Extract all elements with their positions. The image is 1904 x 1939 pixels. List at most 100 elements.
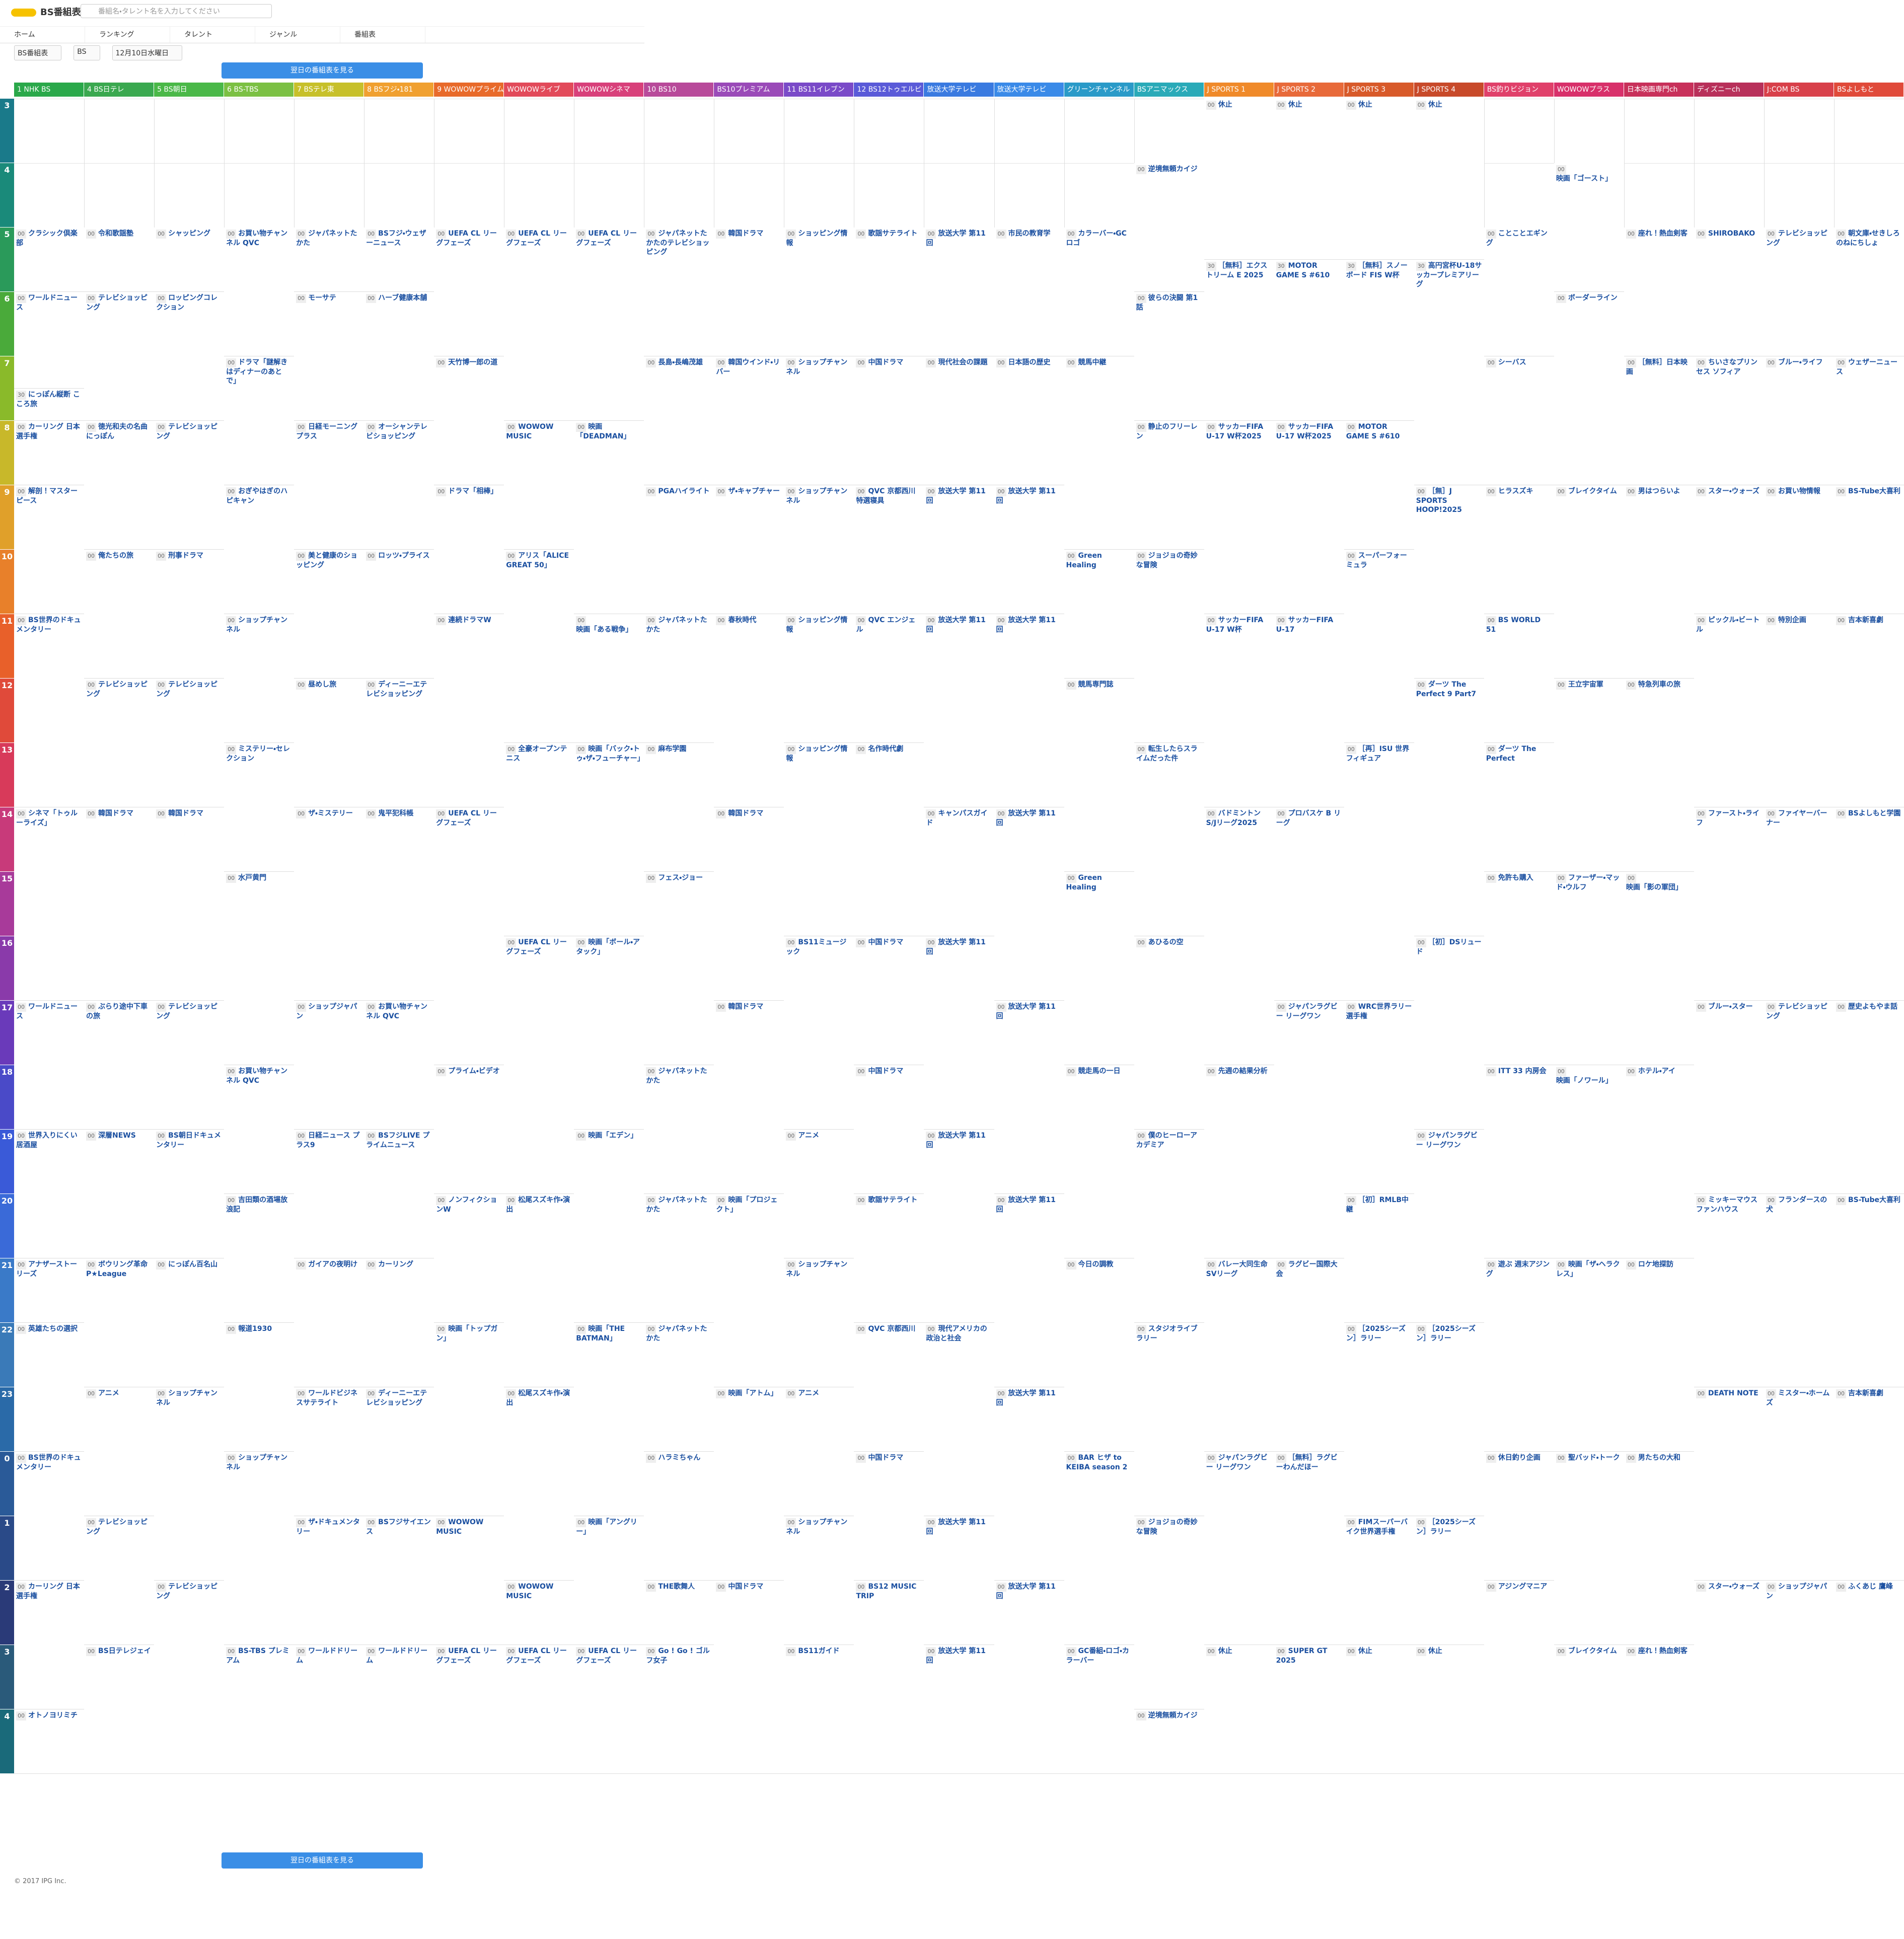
program-cell[interactable]: 30 ［無料］スノーボード FIS W杯	[1344, 260, 1414, 421]
program-cell[interactable]: 00 水戸黄門	[224, 872, 295, 1065]
program-cell[interactable]: 00 PGAハイライト	[644, 485, 714, 614]
program-title[interactable]: ホテル・アイ	[1638, 1067, 1675, 1075]
channel-name[interactable]: BSよしもと	[1834, 83, 1904, 97]
program-title[interactable]: 放送大学 第11回	[996, 1583, 1056, 1600]
program-cell[interactable]: 00 ショッピング情報	[784, 228, 854, 356]
program-cell[interactable]: 00 映画「バック・トゥ・ザ・フューチャー」	[574, 743, 644, 936]
channel-name[interactable]: 8 BSフジ・181	[364, 83, 434, 97]
program-cell[interactable]: 00 ボウリング革命 P★League	[84, 1258, 155, 1387]
program-cell[interactable]: 00映画「ノワール」	[1554, 1065, 1624, 1258]
program-cell[interactable]: 00映画「ゴースト」	[1554, 163, 1624, 292]
program-title[interactable]: BS11ミュージック	[786, 938, 847, 956]
program-cell[interactable]: 00 スタジオライブラリー	[1134, 1323, 1204, 1516]
program-title[interactable]: プライム・ビデオ	[448, 1067, 500, 1075]
program-title[interactable]: 放送大学 第11回	[996, 487, 1056, 505]
program-cell[interactable]: 00 WOWOW MUSIC	[504, 1581, 574, 1645]
program-title[interactable]: 放送大学 第11回	[926, 616, 986, 634]
program-cell[interactable]: 00 ［無料］日本映画	[1624, 356, 1694, 485]
program-title[interactable]: スター・ウォーズ	[1708, 1583, 1760, 1591]
program-title[interactable]: アリス「ALICE GREAT 50」	[506, 552, 569, 569]
program-title[interactable]: サッカーFIFA U-17	[1276, 616, 1334, 634]
program-title[interactable]: ミスター・ホームズ	[1766, 1389, 1830, 1407]
program-cell[interactable]: 00 ［初］DSリュード	[1414, 936, 1484, 1130]
program-cell[interactable]: 00 ディーニーエテレビショッピング	[364, 1387, 434, 1516]
program-cell[interactable]: 00 ［無］J SPORTS HOOP!2025	[1414, 485, 1484, 679]
program-cell[interactable]: 00 韓国ドラマ	[714, 807, 784, 1001]
program-title[interactable]: ミステリー・セレクション	[226, 745, 290, 763]
program-title[interactable]: 昼めし旅	[308, 681, 337, 689]
channel-name[interactable]: グリーンチャンネル	[1064, 83, 1134, 97]
program-cell[interactable]: 30 MOTOR GAME S #610	[1274, 260, 1344, 421]
program-cell[interactable]: 00 BS-Tube大喜利	[1834, 485, 1904, 614]
program-cell[interactable]: 00 日本語の歴史	[994, 356, 1064, 485]
program-cell[interactable]: 00 ディーニーエテレビショッピング	[364, 679, 434, 807]
program-cell[interactable]: 00 ロッツ・プライス	[364, 550, 434, 679]
program-title[interactable]: 令和歌謡塾	[98, 230, 134, 238]
logo[interactable]: BS番組表	[11, 5, 81, 18]
program-title[interactable]: ショップチャンネル	[786, 1518, 848, 1536]
program-cell[interactable]: 00 ［2025シーズン］ラリー	[1344, 1323, 1414, 1516]
program-title[interactable]: ワールドニュース	[16, 1003, 78, 1020]
program-title[interactable]: テレビショッピング	[86, 294, 148, 312]
program-title[interactable]: 映画「トップガン」	[436, 1325, 498, 1343]
channel-name[interactable]: 4 BS日テレ	[84, 83, 155, 97]
program-title[interactable]: 水戸黄門	[238, 874, 267, 882]
program-title[interactable]: ロッツ・プライス	[378, 552, 430, 560]
program-cell[interactable]: 00 UEFA CL リーグフェーズ	[434, 1645, 504, 1774]
program-title[interactable]: オトノヨリミチ	[28, 1711, 78, 1720]
program-title[interactable]: BSフジLIVE プライムニュース	[366, 1132, 430, 1149]
program-cell[interactable]: 00 ガイアの夜明け	[294, 1258, 364, 1387]
program-title[interactable]: 徳光和夫の名曲にっぽん	[86, 423, 148, 440]
program-title[interactable]: オーシャンテレビショッピング	[366, 423, 427, 440]
program-title[interactable]: ジャパネットたかた	[646, 616, 707, 634]
program-title[interactable]: 特別企画	[1778, 616, 1806, 624]
program-cell[interactable]: 00 UEFA CL リーグフェーズ	[504, 936, 574, 1194]
program-title[interactable]: ノンフィクションW	[436, 1196, 497, 1214]
program-cell[interactable]: 00 放送大学 第11回	[994, 1194, 1064, 1387]
program-cell[interactable]: 00 日経モーニングプラス	[294, 421, 364, 550]
program-title[interactable]: 松尾スズキ作・演出	[506, 1196, 570, 1214]
program-title[interactable]: シネマ「トゥルーライズ」	[16, 809, 78, 827]
program-cell[interactable]: 00 ジャパンラグビー リーグワン	[1274, 1001, 1344, 1258]
program-cell[interactable]: 00 WOWOW MUSIC	[434, 1516, 504, 1645]
program-title[interactable]: おぎやはぎのハピキャン	[226, 487, 288, 505]
channel-name[interactable]: WOWOWライブ	[504, 83, 574, 97]
program-title[interactable]: 解剖！マスターピース	[16, 487, 78, 505]
program-cell[interactable]: 00 テレビショッピング	[84, 1516, 155, 1645]
program-cell[interactable]: 00 市民の教育学	[994, 228, 1064, 356]
program-title[interactable]: サッカーFIFA U-17 W杯2025	[1276, 423, 1334, 440]
program-title[interactable]: 休止	[1358, 101, 1372, 109]
program-title[interactable]: 競走馬の一日	[1078, 1067, 1121, 1075]
program-cell[interactable]: 00 Green Healing	[1064, 550, 1134, 679]
program-cell[interactable]: 00 シャッピング	[154, 228, 225, 292]
program-cell[interactable]: 00 現代アメリカの政治と社会	[924, 1323, 994, 1516]
program-title[interactable]: 映画「アングリー」	[576, 1518, 637, 1536]
program-cell[interactable]: 00 昼めし旅	[294, 679, 364, 807]
program-title[interactable]: 吉本新喜劇	[1848, 1389, 1883, 1397]
program-title[interactable]: テレビショッピング	[156, 1003, 218, 1020]
program-title[interactable]: BS11ガイド	[798, 1647, 840, 1655]
program-title[interactable]: スーパーフォーミュラ	[1346, 552, 1407, 569]
program-title[interactable]: カーリング	[378, 1260, 414, 1269]
program-title[interactable]: 中国ドラマ	[868, 358, 904, 366]
program-title[interactable]: ［無料］エクストリーム E 2025	[1206, 262, 1268, 279]
program-title[interactable]: モーサテ	[308, 294, 336, 302]
program-cell[interactable]: 00 ワールドニュース	[14, 1001, 85, 1130]
program-cell[interactable]: 00 WOWOW MUSIC	[504, 421, 574, 550]
program-title[interactable]: お買い物チャンネル QVC	[226, 230, 287, 247]
program-title[interactable]: ショップチャンネル	[786, 487, 848, 505]
program-title[interactable]: QVC 京都西川	[868, 1325, 916, 1333]
program-title[interactable]: 映画「THE BATMAN」	[576, 1325, 625, 1343]
program-cell[interactable]: 00 放送大学 第11回	[924, 1130, 994, 1323]
program-title[interactable]: ［無］J SPORTS HOOP!2025	[1416, 487, 1462, 514]
program-cell[interactable]: 00 サッカーFIFA U-17	[1274, 614, 1344, 807]
program-cell[interactable]: 00 座れ！熱血剣客	[1624, 228, 1694, 356]
program-cell[interactable]: 00 BS世界のドキュメンタリー	[14, 1452, 85, 1581]
channel-name[interactable]: WOWOWシネマ	[574, 83, 644, 97]
program-cell[interactable]: 00 吉本新喜劇	[1834, 1387, 1904, 1581]
program-cell[interactable]: 00 徳光和夫の名曲にっぽん	[84, 421, 155, 550]
channel-name[interactable]: 日本映画専門ch	[1624, 83, 1694, 97]
program-cell[interactable]: 00 ハーブ健康本舗	[364, 292, 434, 421]
program-cell[interactable]: 00 休止	[1204, 99, 1274, 260]
nav-tab[interactable]: 番組表	[340, 27, 425, 43]
